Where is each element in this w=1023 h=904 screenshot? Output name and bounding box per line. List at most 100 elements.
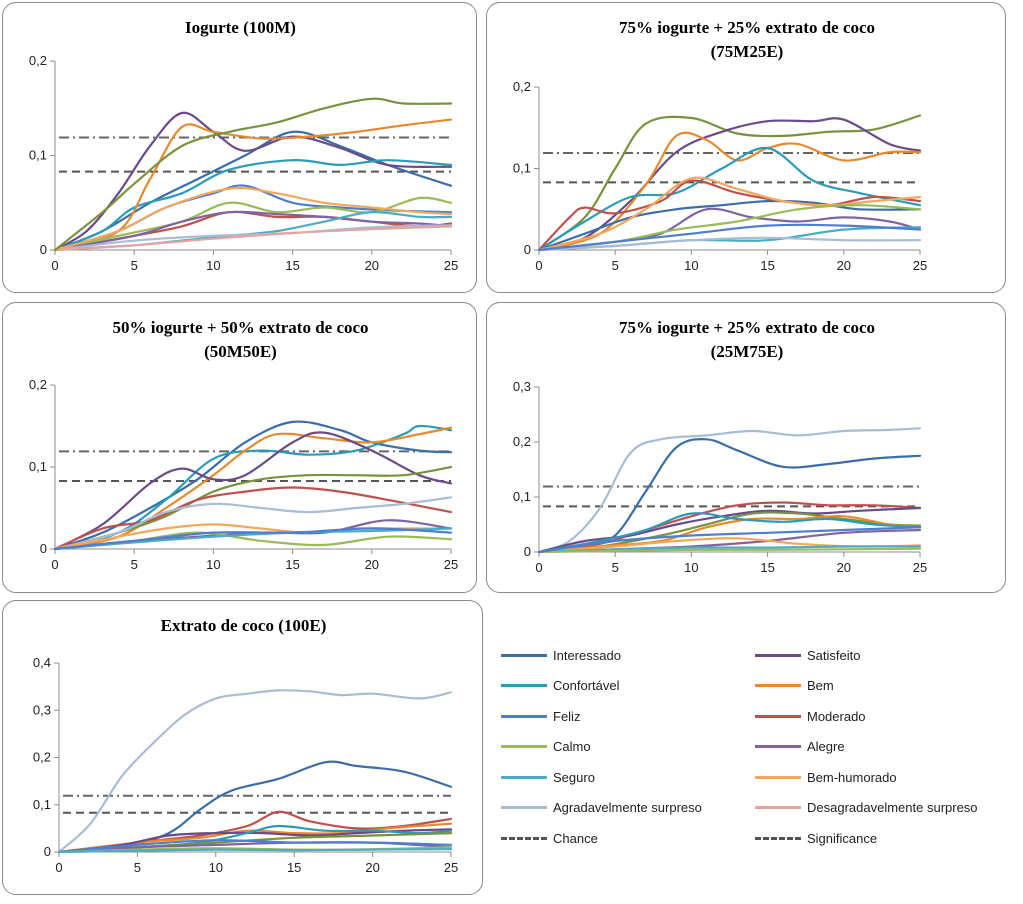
chart-panel-100M: Iogurte (100M) 0 0,1 0,2 0 5 10 15 20 25 [2,2,477,293]
x-tick-label: 20 [837,560,851,575]
legend-swatch [755,714,801,718]
y-tick-label: 0,2 [513,434,531,449]
series-line [57,839,453,854]
chart-25M75E: 75% iogurte + 25% extrato de coco (25M75E… [513,318,927,575]
series-line [53,224,453,252]
series-line [537,545,922,554]
x-tick-label: 25 [444,557,458,572]
series-line [53,420,453,551]
chart-75M25E: 75% iogurte + 25% extrato de coco (75M25E… [513,18,927,273]
x-tick-label: 15 [285,557,299,572]
x-tick-label: 20 [365,258,379,273]
legend-label: Desagradavelmente surpreso [807,800,978,815]
chart-title: (50M50E) [204,342,277,361]
legend-swatch [501,714,547,718]
legend-swatch [501,684,547,687]
series-line [537,199,922,252]
legend-item: Alegre [755,737,845,757]
series-line [53,159,453,252]
series-line [53,210,453,252]
legend-item: Seguro [501,767,595,787]
x-tick-label: 25 [444,860,458,875]
legend-swatch [755,653,801,657]
series-line [537,114,922,252]
legend-swatch [501,745,547,748]
chart-title: (75M25E) [711,42,784,61]
legend-label: Satisfeito [807,647,861,663]
x-tick-label: 20 [837,258,851,273]
x-tick-label: 0 [55,860,62,875]
x-tick-label: 5 [612,258,619,273]
series-line [53,431,453,551]
chart-panel-100E: Extrato de coco (100E) 0 0,1 0,2 0,3 0,4 0 5 10 1… [2,600,483,895]
chart-100E: Extrato de coco (100E) 0 0,1 0,2 0,3 0,4 0 5 10 1… [33,616,458,875]
chart-title: 75% iogurte + 25% extrato de coco [619,18,875,37]
legend-label: Significance [807,830,878,846]
y-tick-label: 0 [524,242,531,257]
y-tick-label: 0,1 [33,797,51,812]
legend-label: Agradavelmente surpreso [553,800,702,815]
series-line [53,527,453,551]
legend-swatch [501,836,547,840]
x-tick-label: 10 [209,860,223,875]
y-tick-label: 0,3 [513,379,531,394]
series-line [53,210,453,252]
legend-label: Chance [553,830,598,846]
series-line [53,424,453,551]
legend-item: Interessado [501,645,621,665]
chart-100M: Iogurte (100M) 0 0,1 0,2 0 5 10 15 20 25 [29,18,458,273]
legend-item: Chance [501,828,598,848]
x-tick-label: 0 [535,560,542,575]
chart-50M50E: 50% iogurte + 50% extrato de coco (50M50E… [29,318,458,572]
chart-title: Iogurte (100M) [185,18,296,37]
x-tick-label: 15 [760,258,774,273]
legend-item: Feliz [501,706,580,726]
y-tick-label: 0,1 [513,489,531,504]
legend-swatch [501,806,547,809]
legend-label: Alegre [807,739,845,754]
x-tick-label: 25 [913,258,927,273]
legend-item: Bem [755,676,834,696]
x-tick-label: 5 [612,560,619,575]
legend-item: Confortável [501,676,619,696]
series-line [53,186,453,252]
x-tick-label: 5 [131,258,138,273]
series-line [53,496,453,551]
y-tick-label: 0,3 [33,702,51,717]
legend-item: Desagradavelmente surpreso [755,798,978,818]
x-tick-label: 0 [535,258,542,273]
y-tick-label: 0,2 [29,377,47,392]
y-tick-label: 0,1 [29,148,47,163]
y-tick-label: 0,1 [29,459,47,474]
legend-swatch [755,836,801,840]
series-line [53,486,453,551]
legend: Interessado Satisfeito Confortável Bem Feliz… [497,645,1017,860]
legend-item: Significance [755,828,877,848]
y-tick-label: 0,2 [29,53,47,68]
y-tick-label: 0,2 [513,79,531,94]
legend-item: Bem-humorado [755,767,897,787]
legend-swatch [755,684,801,687]
y-tick-label: 0,1 [513,161,531,176]
series-line [53,97,453,252]
legend-label: Bem [807,678,834,693]
series-line [53,118,453,252]
legend-label: Bem-humorado [807,769,897,785]
series-line [53,196,453,252]
x-tick-label: 20 [365,557,379,572]
x-tick-label: 5 [131,557,138,572]
series-line [537,427,922,554]
series-line [537,512,922,554]
series-line [57,760,453,854]
x-tick-label: 0 [51,258,58,273]
series-line [53,225,453,252]
chart-panel-75M25E: 75% iogurte + 25% extrato de coco (75M25E… [486,2,1006,293]
series-line [537,179,922,252]
legend-item: Calmo [501,737,591,757]
x-tick-label: 15 [287,860,301,875]
x-tick-label: 25 [444,258,458,273]
legend-label: Calmo [553,739,591,754]
series-line [537,223,922,252]
series-line [537,146,922,252]
x-tick-label: 15 [285,258,299,273]
